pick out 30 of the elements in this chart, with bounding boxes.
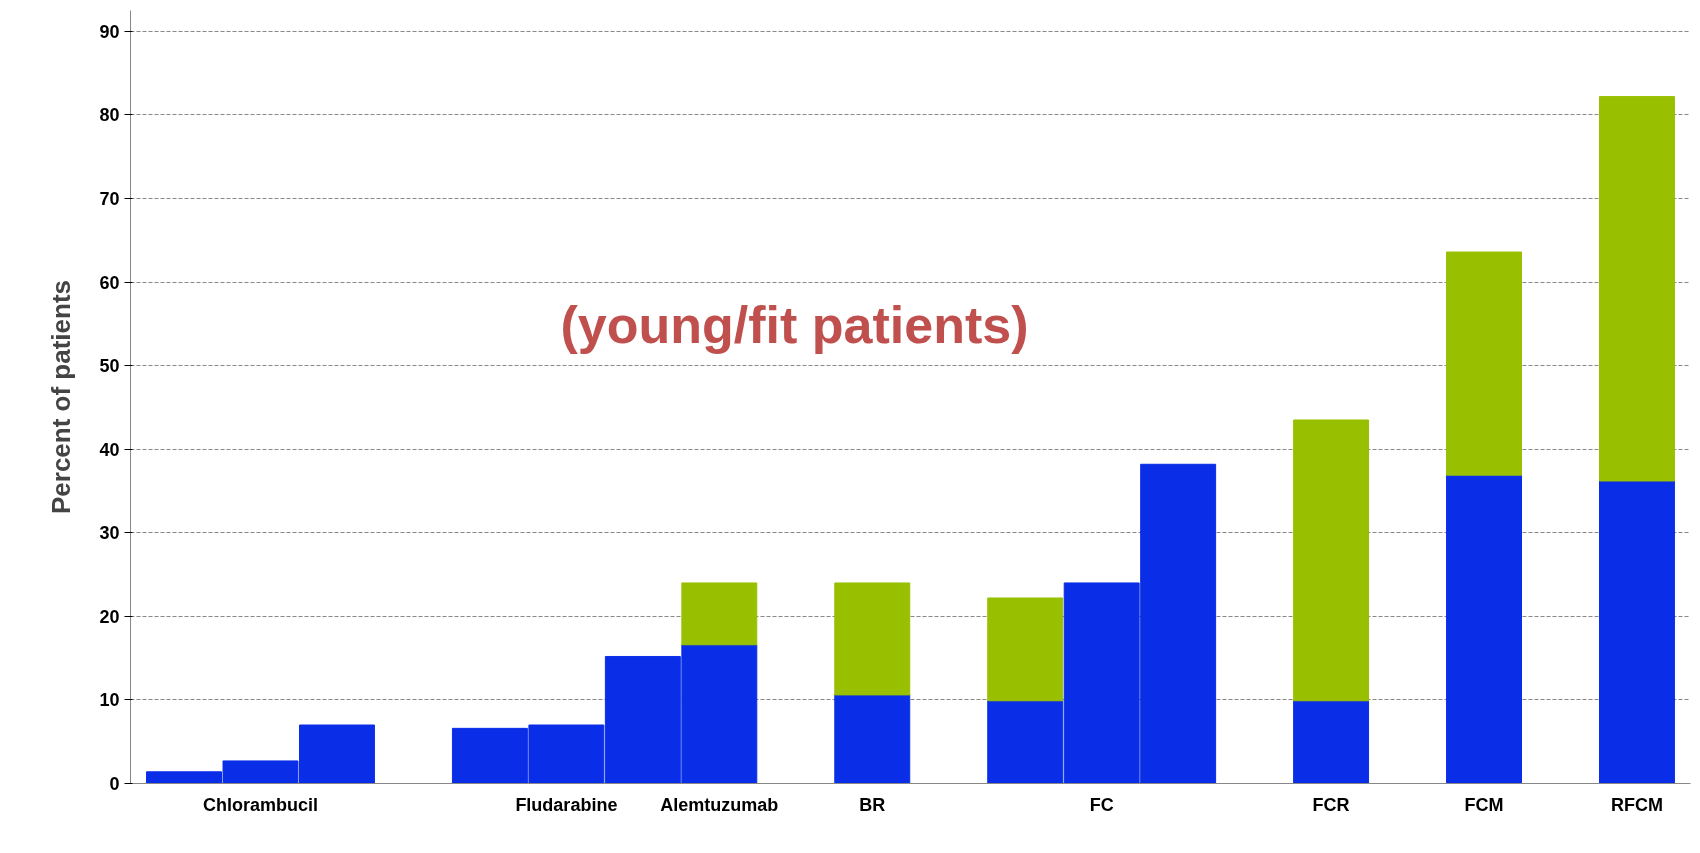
bar: [1446, 474, 1522, 784]
bar: [834, 582, 911, 696]
y-tick-label: 70: [99, 189, 120, 210]
y-tick-label: 40: [99, 439, 120, 460]
bar: [1446, 251, 1522, 476]
y-tick-label: 50: [99, 356, 120, 377]
y-tick-label: 20: [99, 606, 120, 627]
y-tick-label: 0: [109, 774, 120, 794]
x-tick-label: FCM: [1464, 794, 1504, 815]
x-tick-label: BR: [859, 794, 886, 815]
y-tick-label: 10: [99, 690, 120, 711]
bar: [681, 582, 758, 646]
x-tick-label: FC: [1089, 794, 1114, 815]
x-tick-label: RFCM: [1610, 794, 1663, 815]
x-tick-label: Chlorambucil: [202, 794, 319, 815]
x-tick-label: FCR: [1312, 794, 1350, 815]
bar: [834, 694, 911, 784]
bar: [1599, 480, 1675, 784]
bar: [1293, 419, 1370, 702]
x-tick-label: Fludarabine: [515, 794, 618, 815]
bar: [987, 597, 1064, 702]
y-tick-label: 90: [99, 21, 120, 42]
y-axis-title: Percent of patients: [46, 279, 77, 515]
y-tick-label: 30: [99, 523, 120, 544]
bar: [1599, 96, 1675, 482]
bar: [1293, 700, 1370, 784]
x-tick-label: Alemtuzumab: [660, 794, 779, 815]
y-tick-label: 80: [99, 105, 120, 126]
annotation: (young/fit patients): [560, 295, 1029, 354]
y-tick-label: 60: [99, 272, 120, 293]
